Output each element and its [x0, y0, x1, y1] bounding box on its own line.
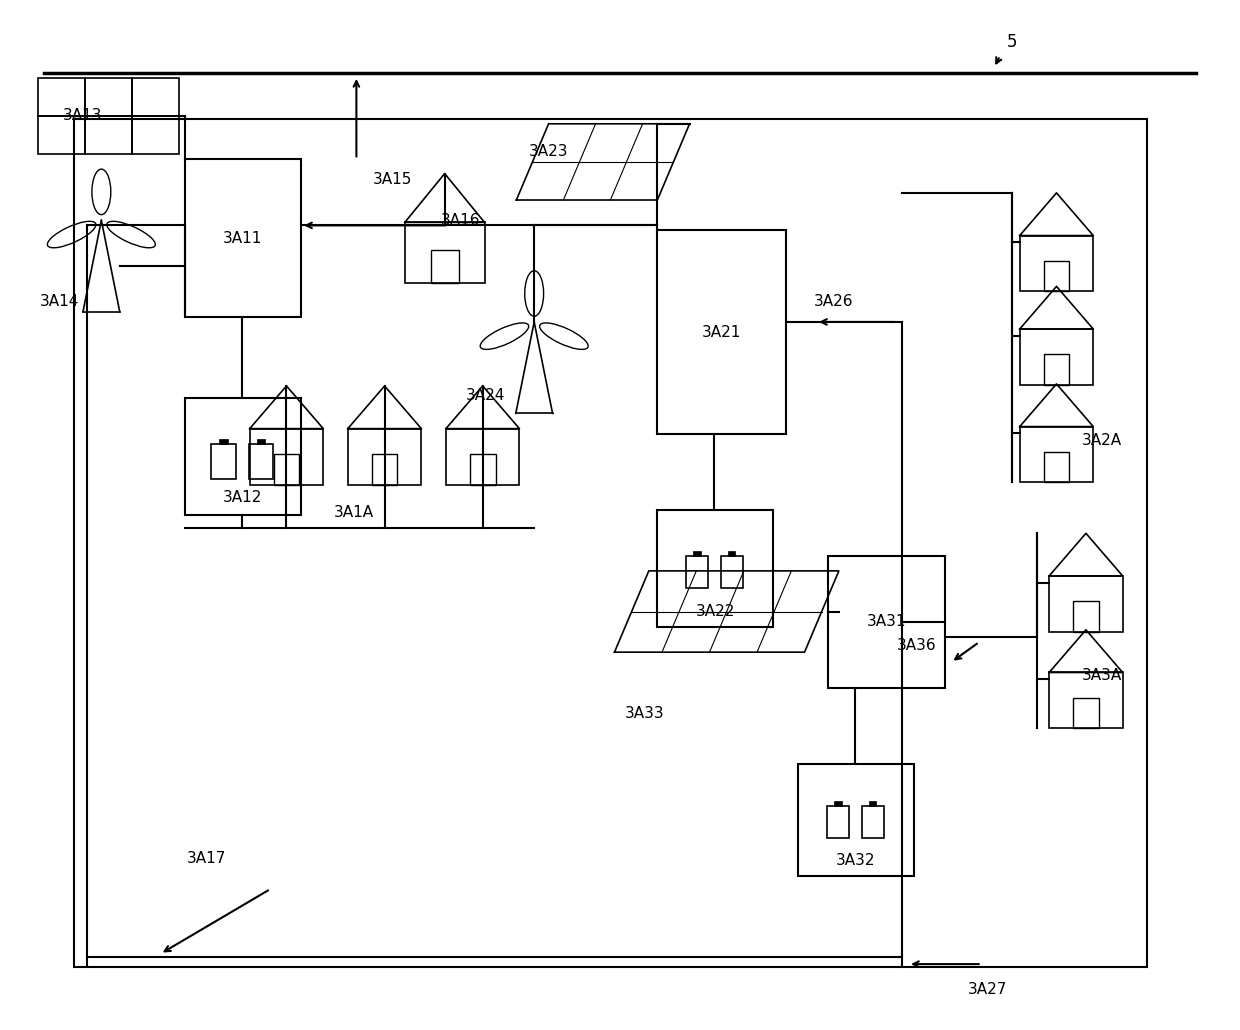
Bar: [257, 439, 265, 444]
Text: 3A3A: 3A3A: [1081, 668, 1122, 683]
Bar: [74, 118, 1147, 967]
Text: 3A31: 3A31: [867, 614, 906, 629]
Text: 3A16: 3A16: [441, 213, 480, 228]
Text: 3A13: 3A13: [63, 108, 103, 124]
Bar: [728, 551, 735, 555]
Bar: [133, 78, 180, 116]
Text: 3A24: 3A24: [465, 387, 505, 403]
Bar: [38, 116, 86, 154]
Bar: [686, 555, 708, 588]
Bar: [1044, 452, 1069, 482]
Text: 3A36: 3A36: [897, 638, 936, 653]
Text: 3A27: 3A27: [968, 983, 1008, 997]
Bar: [869, 801, 877, 805]
Text: 3A21: 3A21: [702, 324, 740, 340]
Bar: [1019, 426, 1094, 482]
Text: 3A33: 3A33: [625, 706, 665, 721]
Text: 3A15: 3A15: [372, 172, 412, 187]
Text: 3A14: 3A14: [40, 295, 79, 309]
Bar: [693, 551, 701, 555]
Bar: [372, 454, 398, 484]
Bar: [249, 428, 324, 484]
Text: 3A26: 3A26: [813, 295, 853, 309]
Bar: [1044, 354, 1069, 385]
Text: 3A32: 3A32: [836, 853, 875, 867]
Bar: [657, 510, 774, 627]
Bar: [1073, 602, 1099, 631]
Text: 3A11: 3A11: [223, 231, 263, 246]
Bar: [1019, 329, 1094, 385]
Text: 3A23: 3A23: [529, 144, 569, 159]
Bar: [38, 78, 86, 116]
Bar: [249, 444, 273, 479]
Text: 5: 5: [1007, 33, 1018, 50]
Text: 3A2A: 3A2A: [1081, 434, 1122, 448]
Bar: [835, 801, 842, 805]
Bar: [657, 231, 785, 434]
Text: 3A17: 3A17: [187, 851, 227, 865]
Bar: [86, 116, 133, 154]
Bar: [185, 399, 301, 515]
Bar: [1019, 236, 1094, 291]
Bar: [211, 444, 236, 479]
Bar: [404, 222, 485, 283]
Bar: [828, 555, 945, 688]
Bar: [470, 454, 496, 484]
Text: 3A12: 3A12: [223, 490, 263, 505]
Text: 3A22: 3A22: [696, 604, 735, 619]
Bar: [219, 439, 228, 444]
Bar: [720, 555, 743, 588]
Bar: [274, 454, 299, 484]
Bar: [1044, 261, 1069, 291]
Bar: [185, 160, 301, 317]
Bar: [133, 116, 180, 154]
Bar: [430, 250, 459, 283]
Text: 3A1A: 3A1A: [334, 506, 374, 520]
Bar: [862, 805, 884, 838]
Bar: [1049, 576, 1122, 631]
Bar: [797, 764, 914, 876]
Bar: [1049, 673, 1122, 728]
Bar: [347, 428, 422, 484]
Bar: [446, 428, 520, 484]
Bar: [86, 78, 133, 116]
Bar: [1073, 697, 1099, 728]
Bar: [827, 805, 849, 838]
